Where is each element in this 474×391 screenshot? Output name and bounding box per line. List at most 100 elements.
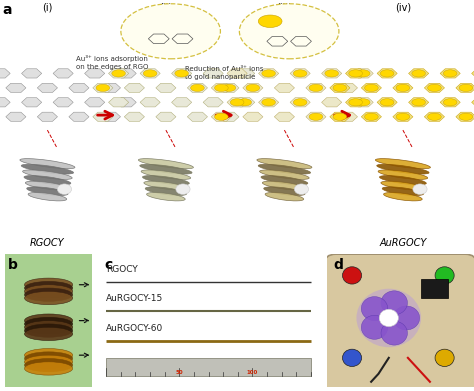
- Text: AuRGOCY-60: AuRGOCY-60: [106, 324, 164, 333]
- Circle shape: [238, 99, 252, 106]
- Ellipse shape: [145, 187, 187, 196]
- Circle shape: [365, 113, 378, 120]
- Text: Gold
nanoparticle: Gold nanoparticle: [277, 10, 320, 23]
- FancyBboxPatch shape: [324, 254, 474, 391]
- Circle shape: [412, 70, 426, 77]
- FancyBboxPatch shape: [5, 254, 92, 387]
- Circle shape: [381, 321, 408, 345]
- Ellipse shape: [260, 170, 309, 179]
- Ellipse shape: [25, 352, 73, 365]
- Text: 50: 50: [175, 370, 183, 375]
- Circle shape: [381, 291, 408, 315]
- Text: (iv): (iv): [395, 2, 411, 13]
- Text: 100: 100: [247, 370, 258, 375]
- Circle shape: [262, 70, 275, 77]
- Ellipse shape: [413, 184, 427, 194]
- Ellipse shape: [377, 164, 429, 174]
- Circle shape: [361, 297, 388, 321]
- Ellipse shape: [25, 324, 73, 337]
- Ellipse shape: [138, 159, 193, 169]
- Circle shape: [380, 70, 394, 77]
- Ellipse shape: [25, 321, 73, 334]
- Ellipse shape: [121, 4, 220, 59]
- Ellipse shape: [28, 192, 67, 201]
- Ellipse shape: [258, 164, 310, 174]
- Ellipse shape: [375, 159, 430, 169]
- Text: RGOCY: RGOCY: [106, 265, 138, 274]
- Circle shape: [333, 84, 346, 91]
- Ellipse shape: [27, 187, 68, 196]
- Circle shape: [325, 70, 338, 77]
- Ellipse shape: [57, 184, 72, 194]
- Ellipse shape: [176, 184, 190, 194]
- Circle shape: [459, 84, 473, 91]
- Ellipse shape: [378, 170, 428, 179]
- Ellipse shape: [25, 362, 73, 375]
- Ellipse shape: [25, 288, 73, 301]
- Circle shape: [262, 99, 275, 106]
- Circle shape: [349, 99, 363, 106]
- FancyBboxPatch shape: [106, 358, 311, 377]
- Circle shape: [396, 84, 410, 91]
- Ellipse shape: [380, 176, 426, 185]
- Circle shape: [215, 84, 228, 91]
- Text: RGOCY: RGOCY: [30, 238, 65, 248]
- Circle shape: [293, 99, 307, 106]
- Ellipse shape: [25, 291, 73, 305]
- Circle shape: [309, 113, 323, 120]
- Circle shape: [361, 316, 388, 339]
- Text: d: d: [333, 258, 343, 272]
- Circle shape: [412, 99, 426, 106]
- Ellipse shape: [25, 355, 73, 368]
- Circle shape: [258, 15, 282, 27]
- Circle shape: [309, 84, 323, 91]
- Text: a: a: [2, 2, 12, 16]
- Circle shape: [435, 267, 454, 284]
- Circle shape: [175, 70, 189, 77]
- Circle shape: [443, 70, 457, 77]
- Ellipse shape: [140, 164, 192, 174]
- Ellipse shape: [25, 282, 73, 295]
- Ellipse shape: [24, 176, 71, 185]
- Ellipse shape: [141, 170, 191, 179]
- Text: c: c: [104, 258, 112, 272]
- Ellipse shape: [25, 278, 73, 291]
- Text: Au³⁺ ions adsorption
on the edges of RGO: Au³⁺ ions adsorption on the edges of RGO: [76, 55, 148, 70]
- Ellipse shape: [294, 184, 309, 194]
- Circle shape: [143, 70, 157, 77]
- Ellipse shape: [25, 359, 73, 372]
- Ellipse shape: [20, 159, 75, 169]
- Circle shape: [230, 99, 244, 106]
- Circle shape: [356, 289, 421, 347]
- Ellipse shape: [382, 187, 424, 196]
- FancyBboxPatch shape: [421, 280, 447, 298]
- Circle shape: [343, 349, 362, 366]
- Ellipse shape: [26, 181, 69, 190]
- Text: Reduction of Au³⁺ ions
to gold nanoparticle: Reduction of Au³⁺ ions to gold nanoparti…: [185, 66, 264, 80]
- Circle shape: [379, 309, 398, 326]
- Ellipse shape: [25, 348, 73, 362]
- Circle shape: [393, 306, 419, 330]
- Ellipse shape: [264, 187, 305, 196]
- Circle shape: [365, 84, 378, 91]
- Ellipse shape: [25, 314, 73, 327]
- Ellipse shape: [25, 285, 73, 298]
- Ellipse shape: [383, 192, 422, 201]
- Circle shape: [428, 113, 441, 120]
- Circle shape: [443, 99, 457, 106]
- Ellipse shape: [261, 176, 308, 185]
- Text: b: b: [8, 258, 18, 272]
- Ellipse shape: [23, 170, 72, 179]
- Circle shape: [96, 84, 109, 91]
- Text: AuRGOCY-15: AuRGOCY-15: [106, 294, 164, 303]
- Circle shape: [356, 70, 370, 77]
- Circle shape: [396, 113, 410, 120]
- Ellipse shape: [263, 181, 306, 190]
- Text: COO⁻ + Au³⁺: COO⁻ + Au³⁺: [148, 16, 193, 22]
- Circle shape: [356, 99, 370, 106]
- Ellipse shape: [144, 181, 188, 190]
- Ellipse shape: [21, 164, 73, 174]
- Ellipse shape: [143, 176, 189, 185]
- Circle shape: [222, 84, 236, 91]
- Circle shape: [380, 99, 394, 106]
